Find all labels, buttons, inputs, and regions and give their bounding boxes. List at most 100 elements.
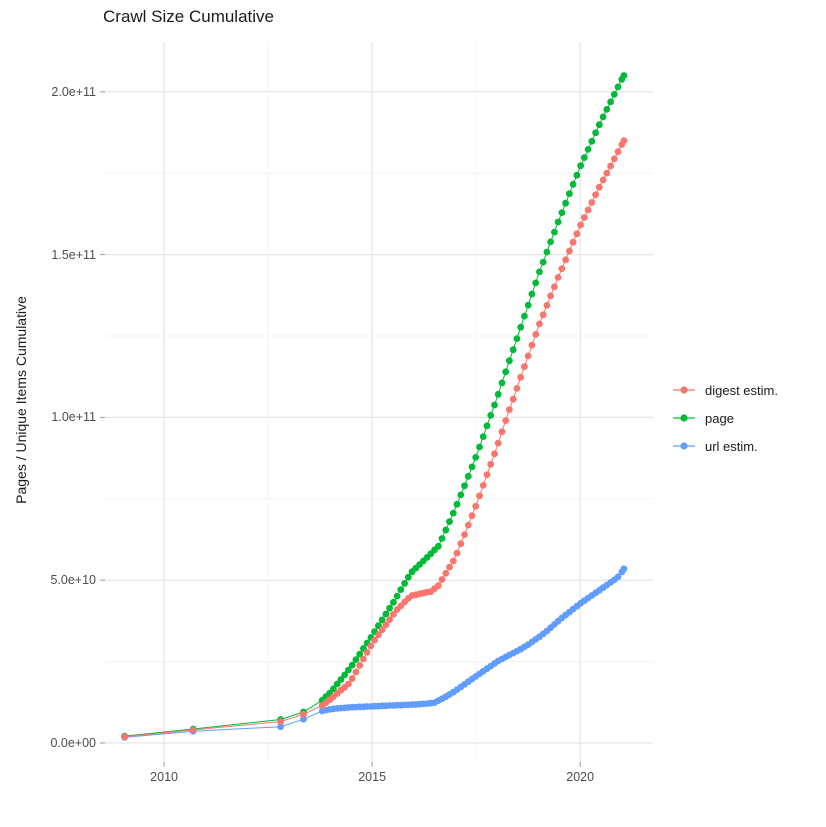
- series-digest-estim-point: [121, 733, 128, 741]
- series-page-point: [573, 171, 581, 179]
- series-digest-estim-point: [348, 675, 356, 682]
- series-digest-estim-point: [506, 406, 513, 413]
- series-url-estim-point: [300, 715, 307, 723]
- series-digest-estim-point: [517, 373, 525, 381]
- series-digest-estim-point: [457, 540, 465, 548]
- series-page-point: [330, 685, 337, 693]
- series-page-point: [547, 238, 554, 246]
- series-digest-estim-point: [614, 148, 622, 156]
- series-digest-estim-point: [551, 283, 558, 291]
- legend-label: page: [705, 410, 734, 426]
- series-digest-estim-point: [476, 492, 483, 500]
- series-digest-estim-point: [352, 668, 360, 676]
- series-page-point: [356, 650, 364, 658]
- series-page-point: [468, 463, 476, 471]
- series-digest-estim-point: [498, 428, 506, 436]
- series-digest-estim-point: [483, 471, 491, 479]
- x-tick-label: 2015: [358, 770, 387, 784]
- series-digest-estim-point: [464, 521, 472, 529]
- series-page-point: [566, 190, 573, 198]
- series-digest-estim-point: [620, 137, 628, 145]
- series-page-point: [513, 335, 521, 342]
- series-page-point: [449, 509, 457, 517]
- series-page-point: [536, 268, 543, 276]
- y-tick-label: 1.0e+11: [51, 410, 96, 425]
- series-page-point: [382, 610, 390, 618]
- series-digest-estim-point: [588, 199, 596, 206]
- series-page-point: [603, 106, 611, 113]
- series-page-point: [532, 279, 540, 287]
- series-page-point: [472, 454, 480, 461]
- series-digest-estim-point: [494, 439, 502, 447]
- legend-key-icon: [673, 386, 695, 394]
- series-digest-estim-point: [607, 162, 614, 170]
- legend: digest estim. page url estim.: [672, 376, 778, 460]
- series-digest-estim-point: [573, 230, 581, 238]
- series-page-point: [509, 346, 517, 354]
- series-page-point: [348, 661, 356, 669]
- series-digest-estim-point: [543, 302, 551, 309]
- series-digest-estim-point: [524, 352, 532, 360]
- y-tick-label: 5.0e+10: [50, 573, 96, 588]
- series-page-point: [442, 526, 450, 534]
- series-page-point: [599, 113, 607, 121]
- series-url-estim-point: [614, 573, 622, 581]
- series-digest-estim-point: [356, 662, 364, 669]
- axis-tick-marks: [100, 91, 581, 767]
- y-tick-label: 2.0e+11: [51, 84, 96, 99]
- series-digest-estim-point: [595, 183, 603, 191]
- series-page-point: [539, 258, 547, 266]
- series-page-point: [434, 542, 442, 550]
- series-page-point: [378, 616, 386, 624]
- series-digest-estim-point: [378, 626, 386, 634]
- series-digest-estim: [121, 137, 628, 741]
- series-page-point: [506, 357, 513, 365]
- series-digest-estim-point: [382, 621, 390, 629]
- series-page-point: [453, 500, 461, 508]
- series-digest-estim-point: [371, 636, 378, 644]
- series-digest-estim-point: [449, 557, 457, 565]
- series-page-point: [562, 199, 569, 207]
- y-tick-label: 1.5e+11: [51, 247, 96, 262]
- series-page-point: [517, 323, 525, 331]
- gridlines-minor: [105, 42, 653, 762]
- series-page-point: [333, 680, 341, 688]
- series-url-estim-point: [620, 565, 628, 573]
- series-page-point: [528, 290, 536, 298]
- legend-label: url estim.: [705, 438, 758, 454]
- series-page-point: [337, 676, 345, 683]
- x-tick-label: 2010: [150, 770, 178, 784]
- series-page-point: [386, 604, 393, 612]
- series-digest-estim-point: [442, 569, 450, 577]
- series-digest-estim-point: [528, 341, 536, 349]
- series-digest-estim-point: [532, 331, 540, 338]
- series-digest-estim-point: [487, 460, 495, 468]
- series-page-point: [476, 443, 483, 451]
- series-digest-estim-point: [468, 512, 476, 520]
- series-digest-estim-point: [558, 265, 566, 272]
- series-page-point: [461, 482, 468, 490]
- series-digest-estim-point: [360, 655, 367, 663]
- legend-key-dot: [680, 414, 688, 422]
- series-digest-estim-point: [386, 616, 393, 623]
- series-page-point: [502, 368, 510, 376]
- series-digest-estim-point: [472, 502, 480, 510]
- series-page-point: [393, 592, 401, 600]
- series-digest-estim-point: [584, 206, 592, 214]
- series-digest-estim-point: [569, 238, 577, 246]
- series-digest-estim-point: [599, 176, 607, 184]
- series-page-point: [551, 228, 558, 236]
- series-page-point: [595, 121, 603, 129]
- series-page-point: [438, 535, 446, 542]
- series-digest-estim-point: [536, 320, 543, 328]
- series-digest-estim-point: [547, 292, 554, 300]
- series-page-point: [404, 573, 412, 581]
- series-digest-estim-point: [367, 642, 375, 650]
- series-url-estim-line: [124, 568, 625, 738]
- series-digest-estim-point: [509, 395, 517, 403]
- series-page-point: [390, 598, 397, 606]
- y-axis-title: Pages / Unique Items Cumulative: [13, 296, 29, 504]
- series-digest-estim-point: [189, 726, 197, 734]
- series-digest-estim-point: [539, 311, 547, 319]
